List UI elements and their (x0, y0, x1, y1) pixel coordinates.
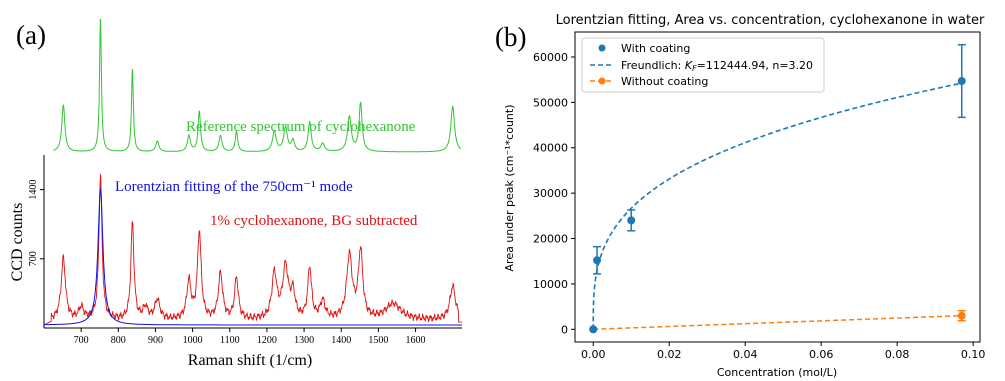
with-coating-point (593, 256, 602, 265)
panel-a-x-tick-label: 1100 (220, 335, 240, 346)
lorentz-annotation: Lorentzian fitting of the 750cm⁻¹ mode (115, 179, 353, 195)
lorentzian-fit-line (44, 188, 462, 326)
panel-a-y-tick-label: 1400 (28, 180, 39, 200)
panel-b-points (589, 43, 966, 334)
panel-b-legend: With coating Freundlich: KF=112444.94, n… (581, 37, 825, 93)
legend-marker-coating (598, 44, 606, 52)
panel-a-x-tick-label: 1400 (331, 335, 351, 346)
panel-b-x-tick-label: 0.08 (885, 348, 910, 361)
freundlich-fit-line (592, 81, 964, 330)
panel-a: (a) 700 800 900 1000 1100 1200 1300 1400 1500 160… (9, 19, 462, 369)
reference-spectrum-line (53, 19, 462, 153)
panel-b-y-tick-label: 20000 (533, 233, 568, 246)
with-coating-point (957, 77, 966, 86)
panel-b-title: Lorentzian fitting, Area vs. concentrati… (556, 13, 985, 28)
panel-b-x-tick-label: 0.10 (961, 348, 986, 361)
sample-spectrum-line (43, 173, 462, 326)
panel-b-x-label: Concentration (mol/L) (717, 366, 837, 379)
reference-spectrum (53, 19, 462, 153)
panel-a-x-tick-label: 900 (148, 335, 163, 346)
legend-marker-nocoating (598, 77, 606, 85)
reference-annotation: Reference spectrum of cyclohexanone (186, 119, 416, 135)
panel-a-x-tick-label: 1600 (406, 335, 426, 346)
with-coating-point (589, 325, 598, 334)
panel-b-y-tick-label: 30000 (533, 187, 568, 200)
panel-a-x-tick-label: 800 (111, 335, 126, 346)
panel-b-y-tick-label: 50000 (533, 96, 568, 109)
legend-label-coating: With coating (621, 42, 690, 55)
legend-label-nocoating: Without coating (621, 75, 708, 88)
panel-a-x-label: Raman shift (1/cm) (188, 352, 312, 369)
legend-box (581, 37, 825, 93)
panel-a-axes: 700 800 900 1000 1100 1200 1300 1400 1500 1600 70… (28, 155, 462, 346)
panel-a-y-tick-label: 700 (28, 251, 39, 266)
panel-b-x-tick-label: 0.04 (733, 348, 758, 361)
panel-b-x-tick-label: 0.02 (657, 348, 682, 361)
panel-a-x-ticks: 700 800 900 1000 1100 1200 1300 1400 1500 1600 (74, 328, 426, 346)
panel-b-x-ticks: 0.00 0.02 0.04 0.06 0.08 0.10 (581, 342, 985, 361)
panel-a-x-tick-label: 1500 (368, 335, 388, 346)
panel-a-x-tick-label: 700 (74, 335, 89, 346)
panel-b-y-ticks: 0 10000 20000 30000 40000 50000 60000 (533, 51, 575, 336)
sample-annotation: 1% cyclohexanone, BG subtracted (210, 213, 418, 229)
panel-b-y-tick-label: 60000 (533, 51, 568, 64)
panel-a-x-tick-label: 1000 (183, 335, 203, 346)
panel-b-y-label: Area under peak (cm⁻¹*count) (503, 105, 516, 272)
panel-a-label: (a) (16, 20, 46, 50)
panel-b-x-tick-label: 0.00 (581, 348, 606, 361)
panel-b-x-tick-label: 0.06 (809, 348, 834, 361)
panel-b-frame (574, 31, 981, 343)
panel-b-y-tick-label: 0 (561, 323, 568, 336)
panel-a-y-ticks: 700 1400 (28, 180, 44, 266)
panel-a-x-tick-label: 1300 (294, 335, 314, 346)
panel-a-x-tick-label: 1200 (257, 335, 277, 346)
panel-b-label: (b) (495, 22, 526, 52)
panel-b-y-tick-label: 10000 (533, 278, 568, 291)
panel-b-y-tick-label: 40000 (533, 142, 568, 155)
without-coating-line (593, 314, 962, 331)
panel-a-y-label: CCD counts (9, 203, 26, 282)
panel-b: (b) Lorentzian fitting, Area vs. concent… (495, 13, 985, 379)
without-coating-point (957, 311, 966, 320)
legend-label-fit: Freundlich: KF=112444.94, n=3.20 (621, 59, 813, 73)
with-coating-point (627, 216, 636, 225)
